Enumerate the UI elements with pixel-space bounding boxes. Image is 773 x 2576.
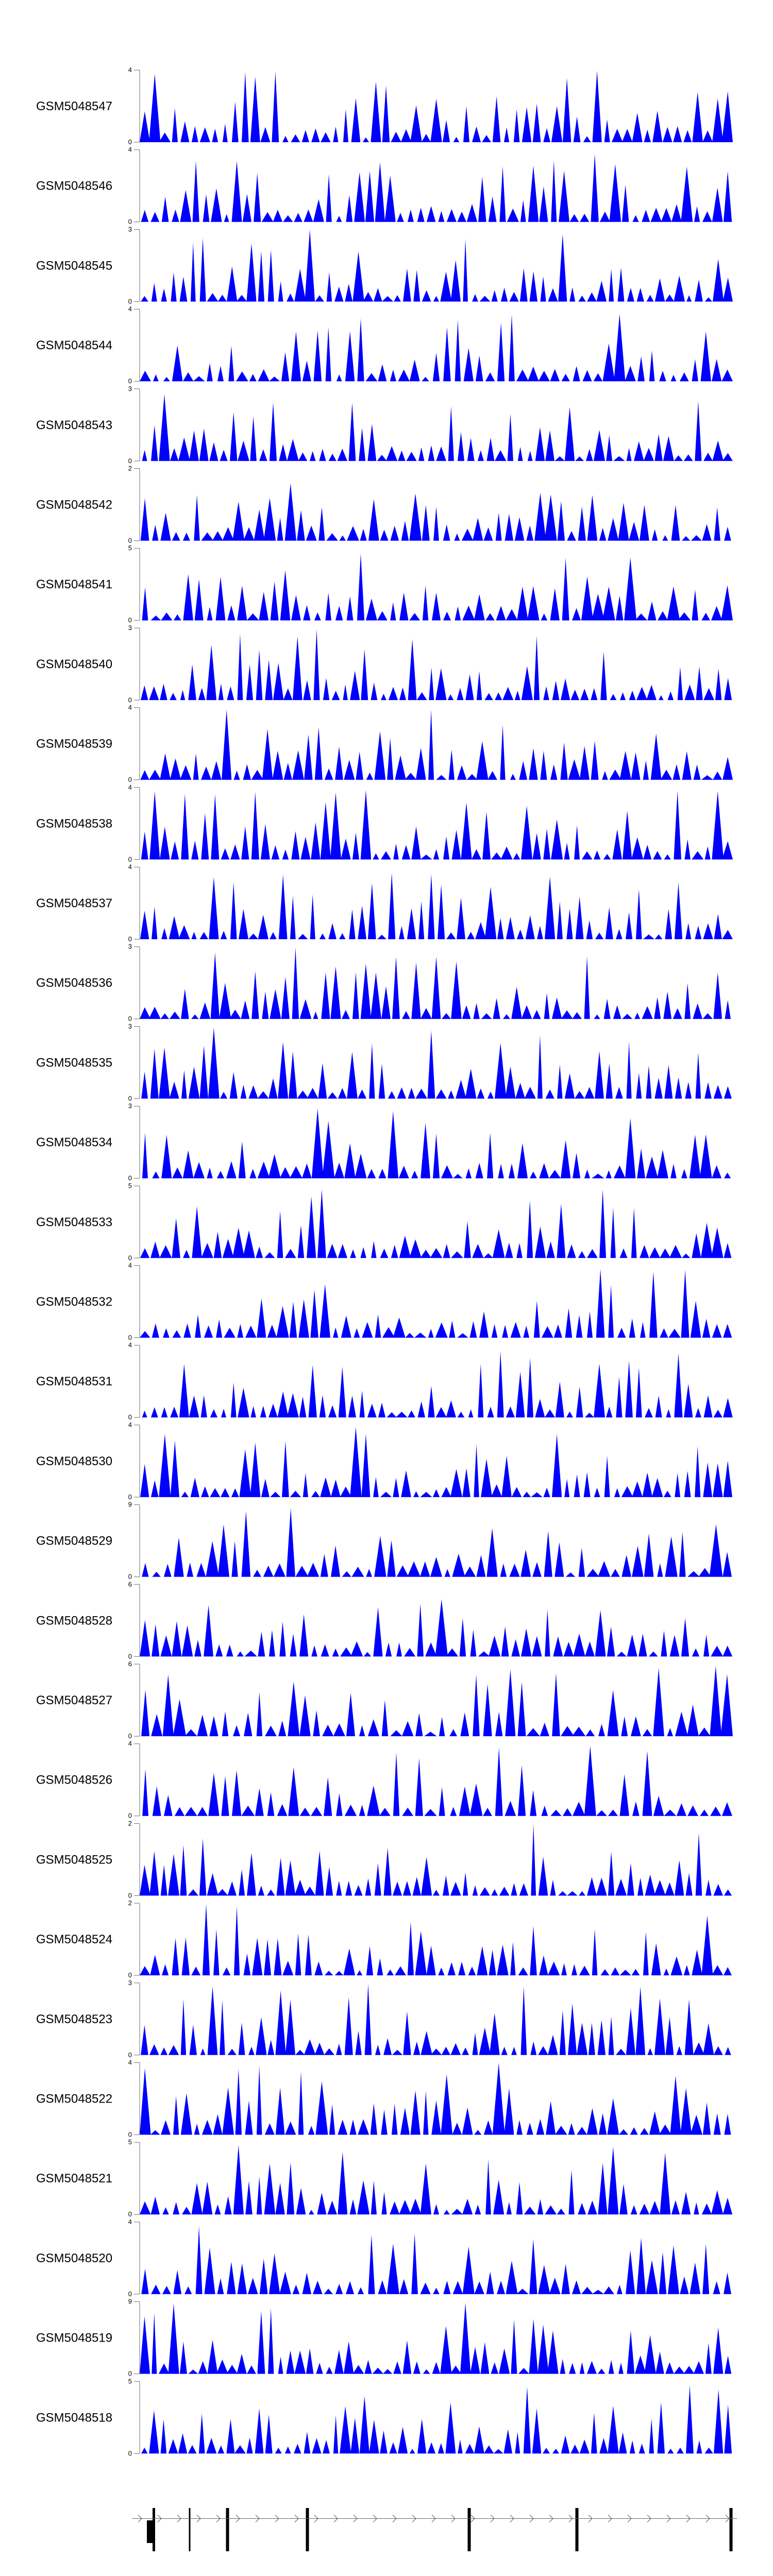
svg-text:GSM5048542: GSM5048542 — [36, 498, 112, 512]
svg-text:GSM5048526: GSM5048526 — [36, 1773, 112, 1787]
svg-text:5: 5 — [128, 2138, 132, 2146]
svg-text:4: 4 — [128, 146, 132, 154]
svg-text:GSM5048523: GSM5048523 — [36, 2012, 112, 2026]
svg-text:0: 0 — [128, 457, 132, 465]
svg-text:GSM5048530: GSM5048530 — [36, 1454, 112, 1468]
svg-text:GSM5048522: GSM5048522 — [36, 2092, 112, 2106]
svg-text:0: 0 — [128, 1254, 132, 1262]
svg-text:0: 0 — [128, 1413, 132, 1421]
svg-text:GSM5048543: GSM5048543 — [36, 418, 112, 432]
svg-text:0: 0 — [128, 2210, 132, 2218]
svg-text:GSM5048519: GSM5048519 — [36, 2331, 112, 2345]
svg-text:GSM5048520: GSM5048520 — [36, 2251, 112, 2265]
svg-text:2: 2 — [128, 1899, 132, 1907]
svg-text:3: 3 — [128, 624, 132, 632]
svg-text:5: 5 — [128, 2377, 132, 2385]
svg-text:GSM5048536: GSM5048536 — [36, 976, 112, 990]
svg-text:0: 0 — [128, 1732, 132, 1740]
svg-text:0: 0 — [128, 218, 132, 226]
svg-text:GSM5048533: GSM5048533 — [36, 1215, 112, 1229]
svg-text:3: 3 — [128, 1102, 132, 1110]
svg-text:0: 0 — [128, 2370, 132, 2378]
svg-text:0: 0 — [128, 297, 132, 305]
svg-text:4: 4 — [128, 1262, 132, 1269]
svg-text:GSM5048546: GSM5048546 — [36, 179, 112, 193]
svg-text:GSM5048537: GSM5048537 — [36, 896, 112, 910]
svg-text:0: 0 — [128, 2290, 132, 2298]
svg-text:GSM5048532: GSM5048532 — [36, 1295, 112, 1309]
svg-text:2: 2 — [128, 465, 132, 472]
svg-text:0: 0 — [128, 2449, 132, 2457]
svg-text:0: 0 — [128, 1493, 132, 1501]
svg-text:0: 0 — [128, 1573, 132, 1581]
svg-text:0: 0 — [128, 1015, 132, 1023]
svg-text:3: 3 — [128, 385, 132, 393]
svg-text:GSM5048528: GSM5048528 — [36, 1614, 112, 1628]
svg-text:4: 4 — [128, 783, 132, 791]
svg-text:0: 0 — [128, 1334, 132, 1342]
svg-text:0: 0 — [128, 1094, 132, 1102]
svg-text:0: 0 — [128, 1652, 132, 1660]
svg-text:4: 4 — [128, 1341, 132, 1349]
svg-text:GSM5048538: GSM5048538 — [36, 817, 112, 831]
svg-text:GSM5048547: GSM5048547 — [36, 99, 112, 113]
svg-text:0: 0 — [128, 1174, 132, 1182]
svg-text:5: 5 — [128, 1182, 132, 1190]
svg-text:9: 9 — [128, 2298, 132, 2306]
svg-text:3: 3 — [128, 1022, 132, 1030]
svg-text:0: 0 — [128, 1971, 132, 1979]
svg-text:4: 4 — [128, 1421, 132, 1429]
svg-text:3: 3 — [128, 943, 132, 951]
svg-text:0: 0 — [128, 138, 132, 146]
svg-text:0: 0 — [128, 696, 132, 704]
svg-text:GSM5048539: GSM5048539 — [36, 737, 112, 751]
svg-text:GSM5048534: GSM5048534 — [36, 1136, 112, 1149]
svg-text:0: 0 — [128, 2051, 132, 2059]
svg-text:GSM5048527: GSM5048527 — [36, 1693, 112, 1707]
svg-text:0: 0 — [128, 935, 132, 943]
svg-text:4: 4 — [128, 66, 132, 74]
svg-text:4: 4 — [128, 704, 132, 711]
svg-text:GSM5048544: GSM5048544 — [36, 338, 112, 352]
svg-text:GSM5048545: GSM5048545 — [36, 259, 112, 273]
svg-text:4: 4 — [128, 863, 132, 871]
svg-text:0: 0 — [128, 855, 132, 863]
svg-text:GSM5048535: GSM5048535 — [36, 1056, 112, 1070]
svg-text:3: 3 — [128, 225, 132, 233]
svg-text:4: 4 — [128, 2218, 132, 2226]
svg-text:0: 0 — [128, 776, 132, 784]
svg-text:0: 0 — [128, 377, 132, 385]
svg-text:6: 6 — [128, 1580, 132, 1588]
svg-text:GSM5048529: GSM5048529 — [36, 1534, 112, 1548]
svg-text:0: 0 — [128, 1891, 132, 1899]
svg-text:4: 4 — [128, 2059, 132, 2066]
svg-text:GSM5048518: GSM5048518 — [36, 2411, 112, 2425]
svg-text:9: 9 — [128, 1501, 132, 1509]
svg-text:0: 0 — [128, 537, 132, 545]
svg-text:GSM5048521: GSM5048521 — [36, 2172, 112, 2185]
svg-text:0: 0 — [128, 2131, 132, 2139]
svg-text:3: 3 — [128, 1979, 132, 1987]
svg-text:5: 5 — [128, 544, 132, 552]
svg-text:6: 6 — [128, 1660, 132, 1668]
svg-text:0: 0 — [128, 1812, 132, 1820]
svg-text:4: 4 — [128, 305, 132, 313]
svg-text:GSM5048540: GSM5048540 — [36, 657, 112, 671]
svg-text:GSM5048524: GSM5048524 — [36, 1933, 112, 1946]
svg-text:GSM5048525: GSM5048525 — [36, 1853, 112, 1867]
svg-text:GSM5048531: GSM5048531 — [36, 1375, 112, 1388]
svg-text:GSM5048541: GSM5048541 — [36, 578, 112, 591]
svg-text:2: 2 — [128, 1819, 132, 1827]
svg-text:4: 4 — [128, 1740, 132, 1748]
svg-text:0: 0 — [128, 616, 132, 624]
